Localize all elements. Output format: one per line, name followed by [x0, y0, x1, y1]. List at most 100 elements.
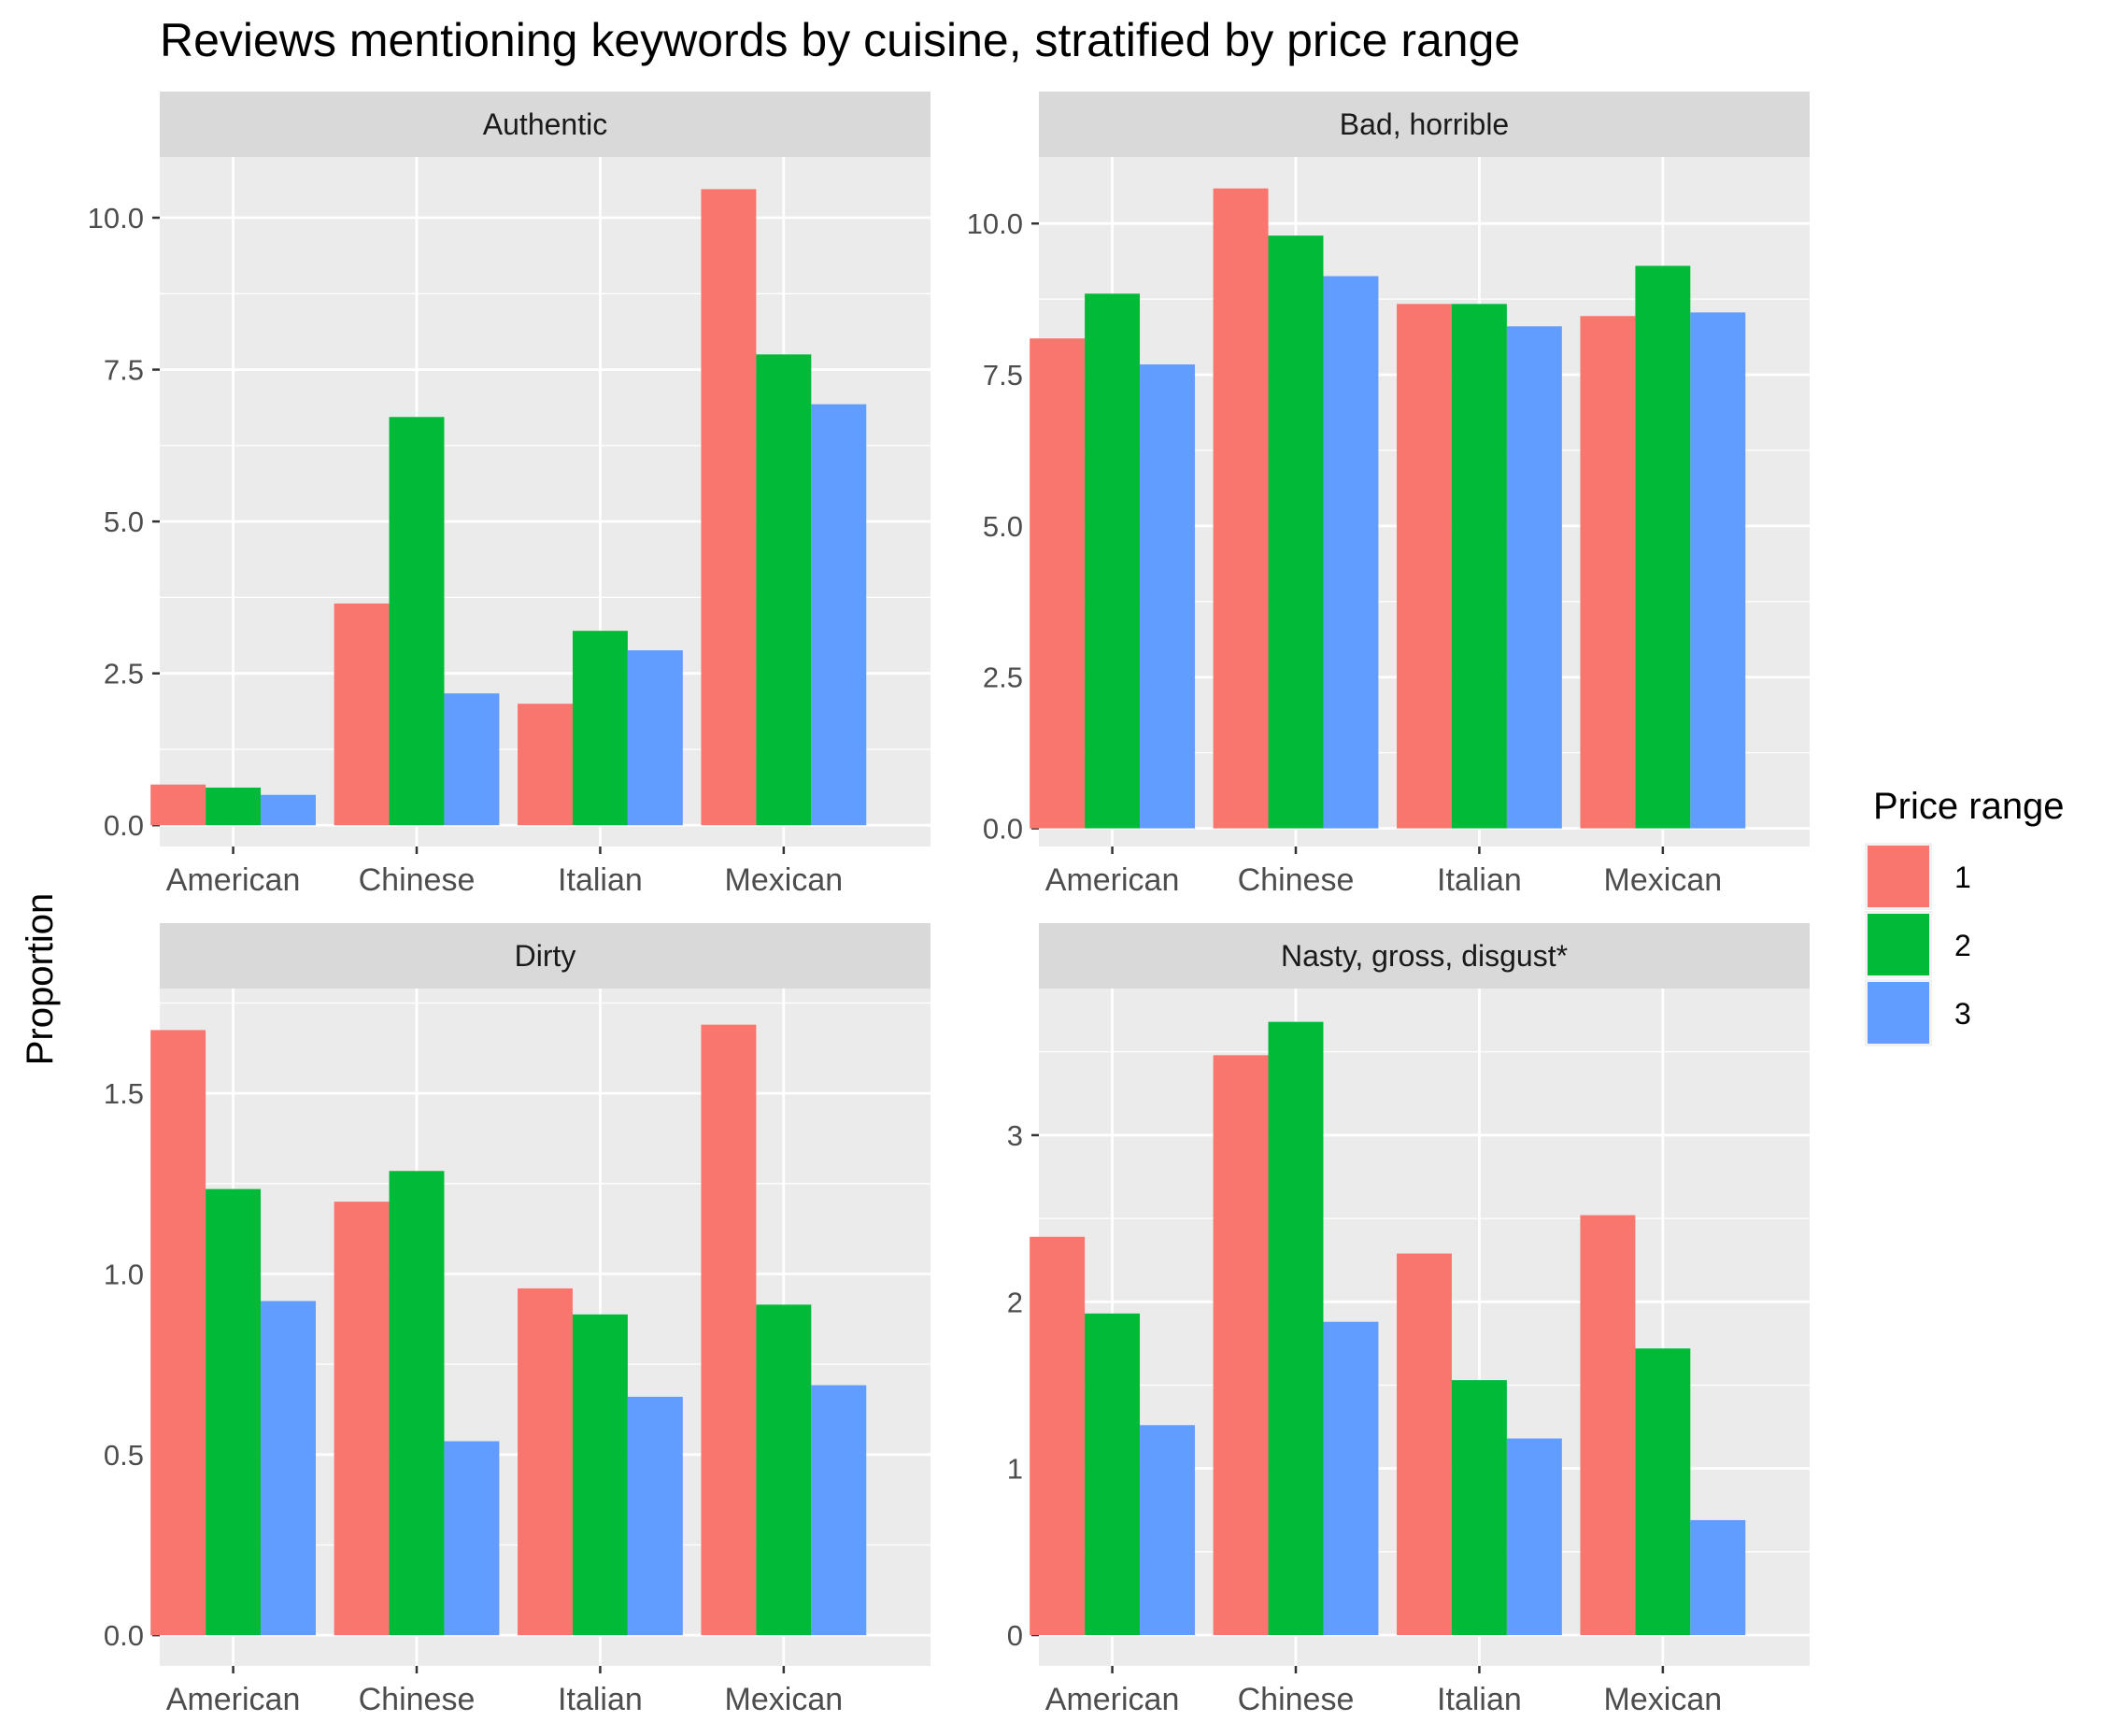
bar: [389, 1171, 445, 1636]
bar: [701, 1024, 757, 1636]
bar: [627, 649, 683, 826]
bar: [1580, 316, 1636, 829]
x-tick-label: Italian: [558, 1682, 643, 1717]
facet-panel: Authentic 0.0 2.5 5.0 7.5 10.0 American Chinese…: [88, 92, 931, 898]
x-tick-label: Chinese: [359, 1682, 476, 1717]
legend-swatch: [1868, 914, 1929, 975]
bar: [1690, 1519, 1746, 1636]
bar: [1397, 1253, 1452, 1636]
bar: [150, 784, 206, 826]
bar: [1030, 1236, 1086, 1636]
x-tick-label: Italian: [1437, 862, 1522, 898]
facet-panel: Dirty 0.0 0.5 1.0 1.5 American Chinese Italian M…: [104, 923, 931, 1717]
x-tick-label: American: [1045, 862, 1180, 898]
bar: [1085, 1313, 1141, 1636]
x-tick-label: American: [166, 1682, 301, 1717]
bar: [518, 1288, 573, 1636]
bar: [150, 1030, 206, 1636]
bar: [1690, 312, 1746, 829]
x-tick-label: Chinese: [359, 862, 476, 898]
bar: [1085, 293, 1141, 829]
facet-panel: Bad, horrible 0.0 2.5 5.0 7.5 10.0 American Chi…: [967, 92, 1810, 898]
y-tick-label: 0: [1007, 1619, 1023, 1652]
y-axis-label: Proportion: [20, 893, 61, 1066]
y-tick-label: 3: [1007, 1119, 1023, 1152]
facet-title: Authentic: [483, 107, 607, 141]
y-tick-label: 1: [1007, 1453, 1023, 1486]
y-tick-label: 7.5: [104, 354, 144, 387]
bar: [261, 794, 316, 826]
x-tick-label: Mexican: [725, 1682, 844, 1717]
y-tick-label: 0.0: [104, 809, 144, 842]
chart-title: Reviews mentioning keywords by cuisine, …: [160, 14, 1520, 66]
y-tick-label: 10.0: [967, 207, 1023, 240]
x-tick-label: Mexican: [1604, 1682, 1723, 1717]
legend-swatch: [1868, 846, 1929, 907]
bar: [1140, 1425, 1195, 1636]
facet-strip: [160, 92, 931, 157]
x-tick-label: Chinese: [1238, 1682, 1355, 1717]
x-tick-label: Chinese: [1238, 862, 1355, 898]
bar: [334, 603, 390, 826]
bar: [1451, 1380, 1507, 1636]
legend-title: Price range: [1873, 786, 2065, 827]
bar: [1580, 1215, 1636, 1636]
y-tick-label: 5.0: [983, 510, 1023, 543]
bar: [1451, 304, 1507, 829]
y-tick-label: 0.0: [104, 1619, 144, 1652]
facet-title: Nasty, gross, disgust*: [1281, 939, 1568, 973]
bar: [1506, 326, 1562, 829]
bar: [572, 1314, 628, 1636]
bar: [1635, 1348, 1691, 1636]
y-tick-label: 0.0: [983, 813, 1023, 846]
bar: [1268, 1021, 1324, 1636]
legend-label: 3: [1954, 997, 1971, 1031]
bar: [1030, 338, 1086, 829]
facet-title: Dirty: [515, 939, 576, 973]
x-tick-label: Italian: [558, 862, 643, 898]
bar: [444, 693, 500, 826]
bar: [261, 1301, 316, 1636]
bar: [1635, 265, 1691, 829]
bar: [1140, 364, 1195, 829]
bar: [334, 1202, 390, 1636]
x-tick-label: Mexican: [725, 862, 844, 898]
legend-swatch: [1868, 982, 1929, 1044]
y-tick-label: 2.5: [104, 658, 144, 690]
bar: [701, 189, 757, 826]
bar: [756, 1304, 812, 1636]
legend-label: 1: [1954, 861, 1971, 894]
y-tick-label: 1.5: [104, 1077, 144, 1110]
y-tick-label: 10.0: [88, 202, 144, 235]
bar: [811, 1385, 867, 1636]
legend-label: 2: [1954, 929, 1971, 962]
bar: [1213, 188, 1269, 829]
facet-strip: [160, 923, 931, 989]
bar: [206, 787, 262, 826]
bar: [444, 1441, 500, 1636]
x-tick-label: Mexican: [1604, 862, 1723, 898]
bar: [1506, 1438, 1562, 1636]
bar: [1323, 276, 1379, 829]
bar: [1268, 235, 1324, 829]
bar: [1397, 304, 1452, 829]
x-tick-label: Italian: [1437, 1682, 1522, 1717]
bar: [206, 1188, 262, 1636]
y-tick-label: 1.0: [104, 1258, 144, 1290]
facet-strip: [1039, 92, 1810, 157]
bar: [1213, 1055, 1269, 1636]
y-tick-label: 5.0: [104, 505, 144, 538]
facet-panel: Nasty, gross, disgust* 0 1 2 3 American Chines…: [1007, 923, 1810, 1717]
x-tick-label: American: [1045, 1682, 1180, 1717]
bar: [756, 354, 812, 826]
legend: Price range 1 2 3: [1865, 786, 2065, 1046]
y-tick-label: 2.5: [983, 662, 1023, 694]
bar: [572, 631, 628, 826]
bar: [389, 417, 445, 826]
bar: [811, 404, 867, 826]
facet-title: Bad, horrible: [1340, 107, 1509, 141]
bar: [1323, 1321, 1379, 1636]
bar: [627, 1396, 683, 1636]
